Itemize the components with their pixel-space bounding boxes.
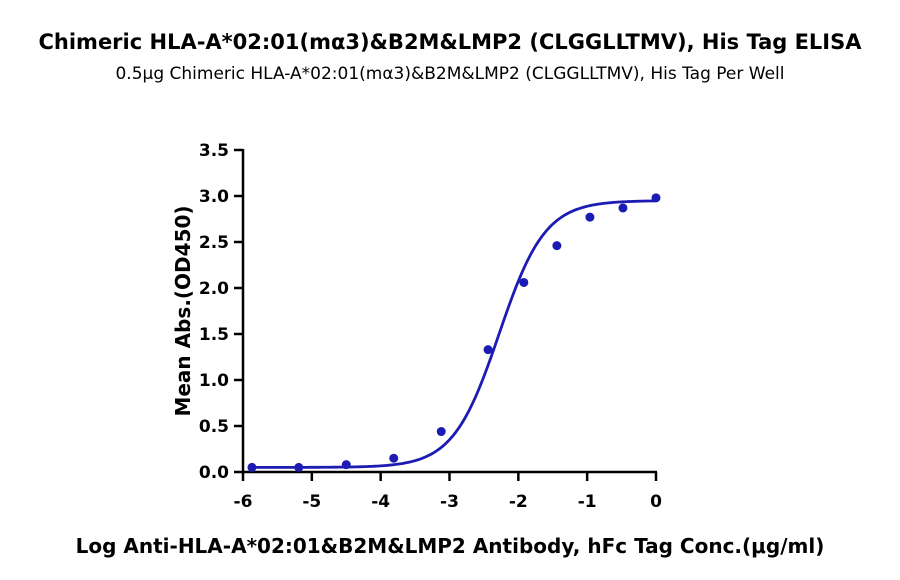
data-point <box>618 203 628 213</box>
data-point <box>585 212 595 222</box>
x-tick-label: -5 <box>302 492 321 512</box>
data-point <box>247 462 257 472</box>
x-tick-label: 0 <box>650 492 662 512</box>
data-point <box>552 241 562 251</box>
data-point <box>294 462 304 472</box>
x-tick-label: -1 <box>578 492 597 512</box>
fit-curve <box>251 199 657 469</box>
data-point <box>389 453 399 463</box>
x-tick-label: -4 <box>371 492 390 512</box>
x-tick-label: -6 <box>234 492 253 512</box>
x-tick-label: -2 <box>509 492 528 512</box>
data-point <box>483 345 493 355</box>
y-tick-label: 3.5 <box>199 141 229 161</box>
data-point <box>519 277 529 287</box>
y-tick-label: 1.5 <box>199 325 229 345</box>
x-tick-label: -3 <box>440 492 459 512</box>
chart-subtitle: 0.5μg Chimeric HLA-A*02:01(mα3)&B2M&LMP2… <box>115 64 785 84</box>
y-tick-label: 0.5 <box>199 417 229 437</box>
series-layer <box>247 193 661 472</box>
y-tick-label: 2.5 <box>199 233 229 253</box>
y-tick-label: 2.0 <box>199 279 229 299</box>
x-axis-label: Log Anti-HLA-A*02:01&B2M&LMP2 Antibody, … <box>76 534 825 558</box>
y-ticks: 0.0 0.5 1.0 1.5 2.0 2.5 3.0 3.5 <box>199 141 243 483</box>
y-axis-label: Mean Abs.(OD450) <box>171 205 195 416</box>
data-point <box>651 193 661 203</box>
y-tick-label: 1.0 <box>199 371 229 391</box>
data-point <box>436 427 446 437</box>
x-ticks: -6 -5 -4 -3 -2 -1 0 <box>234 472 662 512</box>
chart-title: Chimeric HLA-A*02:01(mα3)&B2M&LMP2 (CLGG… <box>38 30 862 54</box>
y-tick-label: 3.0 <box>199 187 229 207</box>
x-axis: -6 -5 -4 -3 -2 -1 0 <box>234 470 662 512</box>
y-tick-label: 0.0 <box>199 463 229 483</box>
y-axis: 0.0 0.5 1.0 1.5 2.0 2.5 3.0 3.5 <box>199 141 245 483</box>
data-point <box>341 460 351 470</box>
